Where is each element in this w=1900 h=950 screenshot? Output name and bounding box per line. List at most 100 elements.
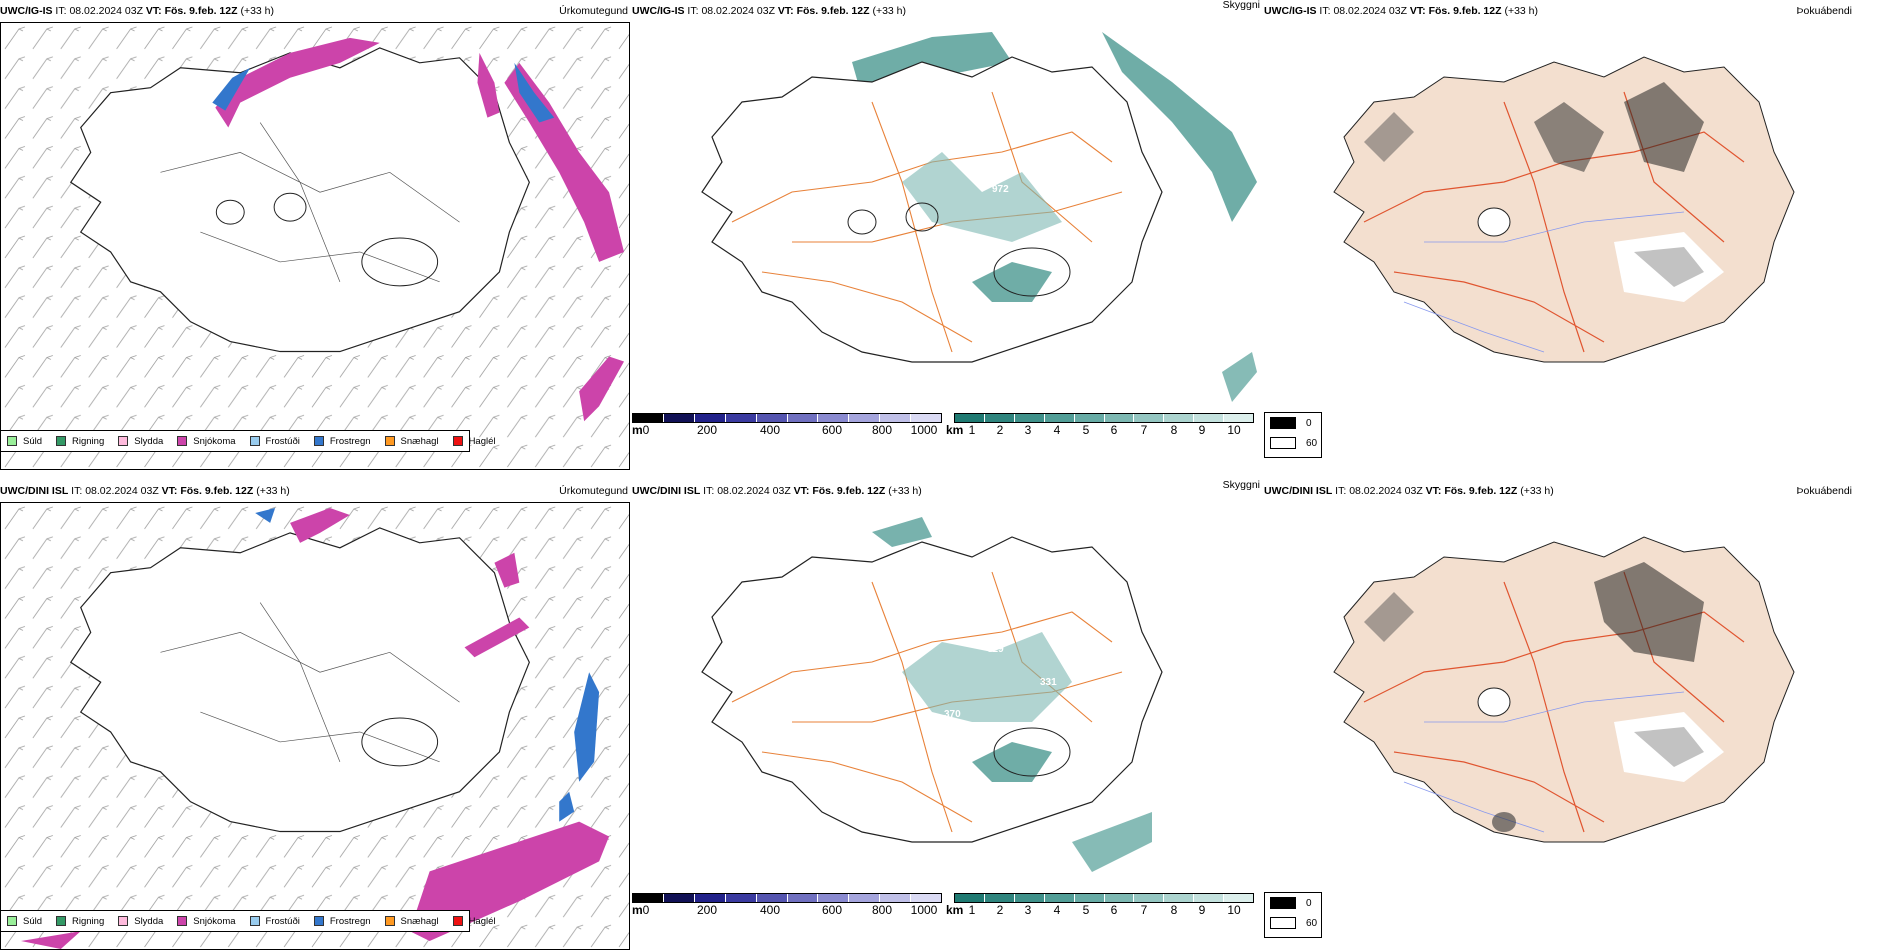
tick-label: 200 xyxy=(696,423,718,437)
panel-header: UWC/DINI ISL IT: 08.02.2024 03Z VT: Fös.… xyxy=(0,480,630,502)
cbar-cell xyxy=(849,414,881,422)
model-source: UWC/IG-IS xyxy=(1264,5,1317,17)
legend-item: Súld xyxy=(7,436,42,447)
panel-header: UWC/IG-IS IT: 08.02.2024 03Z VT: Fös. 9.… xyxy=(632,0,1262,22)
visibility-unit: km xyxy=(946,903,964,917)
height-unit: m xyxy=(632,903,643,917)
vt-value: Fös. 9.feb. 12Z xyxy=(1444,485,1518,497)
lead-time: (+33 h) xyxy=(1520,485,1554,497)
it-label: IT: xyxy=(1319,5,1331,17)
tick-label: 10 xyxy=(1227,423,1241,437)
cbar-cell xyxy=(880,414,912,422)
cbar-cell xyxy=(756,414,788,422)
legend-label: Slydda xyxy=(134,435,164,447)
cbar-cell xyxy=(1074,414,1105,422)
panel-title: Úrkomutegund xyxy=(559,485,628,497)
legend-label: Snjókoma xyxy=(193,435,236,447)
tick-label: 8 xyxy=(1170,903,1178,917)
legend-item: Frostregn xyxy=(313,916,371,927)
visibility-unit: km xyxy=(946,423,964,437)
legend-label: Snjókoma xyxy=(193,915,236,927)
cbar-cell xyxy=(1104,414,1135,422)
precip-panel-row1: UWC/IG-IS IT: 08.02.2024 03Z VT: Fös. 9.… xyxy=(0,0,630,470)
panel-title: Þokuábendi xyxy=(1796,485,1852,497)
tick-label: 600 xyxy=(821,423,843,437)
tick-label: 600 xyxy=(821,903,843,917)
fog-swatch xyxy=(1270,897,1296,909)
fog-legend: 0 60 xyxy=(1264,412,1322,458)
legend-swatch xyxy=(56,436,67,446)
tick-label: 2 xyxy=(996,903,1004,917)
vt-value: Fös. 9.feb. 12Z xyxy=(796,5,870,17)
tick-label: 5 xyxy=(1082,423,1090,437)
cbar-cell xyxy=(911,414,942,422)
tick-label: 4 xyxy=(1053,903,1061,917)
visibility-panel-row1: UWC/IG-IS IT: 08.02.2024 03Z VT: Fös. 9.… xyxy=(632,0,1262,470)
cbar-cell xyxy=(1134,894,1165,902)
visibility-colorbar-ticks: km 1 2 3 4 5 6 7 8 9 10 xyxy=(946,423,1254,437)
model-source: UWC/DINI ISL xyxy=(0,485,69,497)
cbar-cell xyxy=(984,414,1015,422)
visibility-label: 154 xyxy=(1142,609,1159,620)
tick-label: 800 xyxy=(871,903,893,917)
cbar-cell xyxy=(1044,414,1075,422)
lead-time: (+33 h) xyxy=(240,5,275,17)
vt-label: VT: xyxy=(1425,485,1442,497)
legend-swatch xyxy=(177,916,188,926)
tick-label: 1000 xyxy=(910,423,938,437)
tick-label: 5 xyxy=(1082,903,1090,917)
legend-item: Slydda xyxy=(118,916,163,927)
cbar-cell xyxy=(633,414,664,422)
fog-panel-row1: UWC/IG-IS IT: 08.02.2024 03Z VT: Fös. 9.… xyxy=(1264,0,1864,470)
lead-time: (+33 h) xyxy=(872,5,907,17)
legend-label: Snæhagl xyxy=(400,915,439,927)
legend-swatch xyxy=(384,436,395,446)
visibility-colorbar-strip xyxy=(954,413,1254,423)
cbar-cell xyxy=(633,894,664,902)
visibility-colorbar-strip xyxy=(954,893,1254,903)
cbar-cell xyxy=(1104,894,1135,902)
cbar-cell xyxy=(911,894,942,902)
tick-label: 0 xyxy=(642,903,650,917)
legend-label: Súld xyxy=(23,435,43,447)
cbar-cell xyxy=(1074,894,1105,902)
legend-label: Haglél xyxy=(468,435,496,447)
vt-value: Fös. 9.feb. 12Z xyxy=(812,485,886,497)
vt-label: VT: xyxy=(777,5,794,17)
tick-label: 400 xyxy=(759,423,781,437)
cbar-cell xyxy=(1194,414,1225,422)
cbar-cell xyxy=(1044,894,1075,902)
tick-label: 10 xyxy=(1227,903,1241,917)
height-colorbar-ticks: m 0 200 400 600 800 1000 xyxy=(632,903,942,917)
tick-label: 3 xyxy=(1024,903,1032,917)
legend-label: Frostregn xyxy=(329,435,371,447)
tick-label: 1000 xyxy=(910,903,938,917)
tick-label: 400 xyxy=(759,903,781,917)
fog-legend-item: 0 xyxy=(1265,413,1321,433)
legend-item: Súld xyxy=(7,916,42,927)
model-source: UWC/DINI ISL xyxy=(1264,485,1333,497)
legend-label: Haglél xyxy=(468,915,496,927)
visibility-map: 41 154 621 629 331 370 211 xyxy=(632,502,1262,892)
visibility-label: 370 xyxy=(944,709,961,720)
it-label: IT: xyxy=(703,485,715,497)
height-colorbar-ticks: m 0 200 400 600 800 1000 xyxy=(632,423,942,437)
vt-label: VT: xyxy=(161,485,178,497)
legend-label: Slydda xyxy=(134,915,164,927)
lead-time: (+33 h) xyxy=(1504,5,1539,17)
fog-swatch xyxy=(1270,417,1296,429)
fog-legend-label: 60 xyxy=(1306,437,1318,449)
visibility-label: 41 xyxy=(1107,594,1119,605)
tick-label: 7 xyxy=(1140,423,1148,437)
it-label: IT: xyxy=(55,5,67,17)
tick-label: 4 xyxy=(1053,423,1061,437)
panel-header: UWC/DINI ISL IT: 08.02.2024 03Z VT: Fös.… xyxy=(632,479,1262,502)
legend-swatch xyxy=(7,916,17,926)
vt-value: Fös. 9.feb. 12Z xyxy=(180,485,254,497)
cbar-cell xyxy=(984,894,1015,902)
visibility-label: 972 xyxy=(992,184,1009,195)
legend-item: Slydda xyxy=(118,436,163,447)
fog-swatch xyxy=(1270,917,1296,929)
legend-item: Rigning xyxy=(56,436,104,447)
cbar-cell xyxy=(1014,414,1045,422)
